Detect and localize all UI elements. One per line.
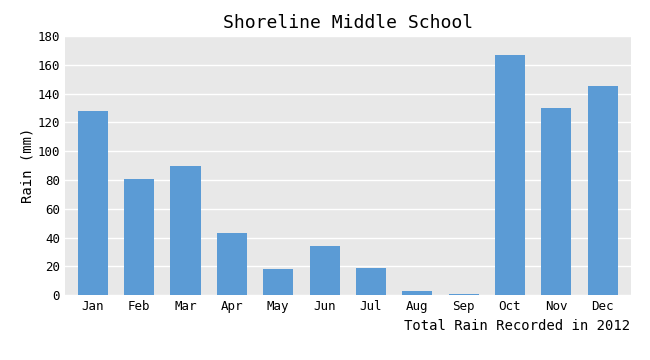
Bar [263,269,293,295]
Bar [495,55,525,295]
Bar [588,86,618,295]
Bar [124,179,154,295]
Bar [448,294,478,295]
X-axis label: Total Rain Recorded in 2012: Total Rain Recorded in 2012 [404,319,630,333]
Y-axis label: Rain (mm): Rain (mm) [21,128,35,203]
Bar [402,291,432,295]
Bar [217,233,247,295]
Bar [170,166,201,295]
Bar [356,268,386,295]
Bar [541,108,571,295]
Bar [78,111,108,295]
Bar [309,246,340,295]
Title: Shoreline Middle School: Shoreline Middle School [223,14,473,32]
